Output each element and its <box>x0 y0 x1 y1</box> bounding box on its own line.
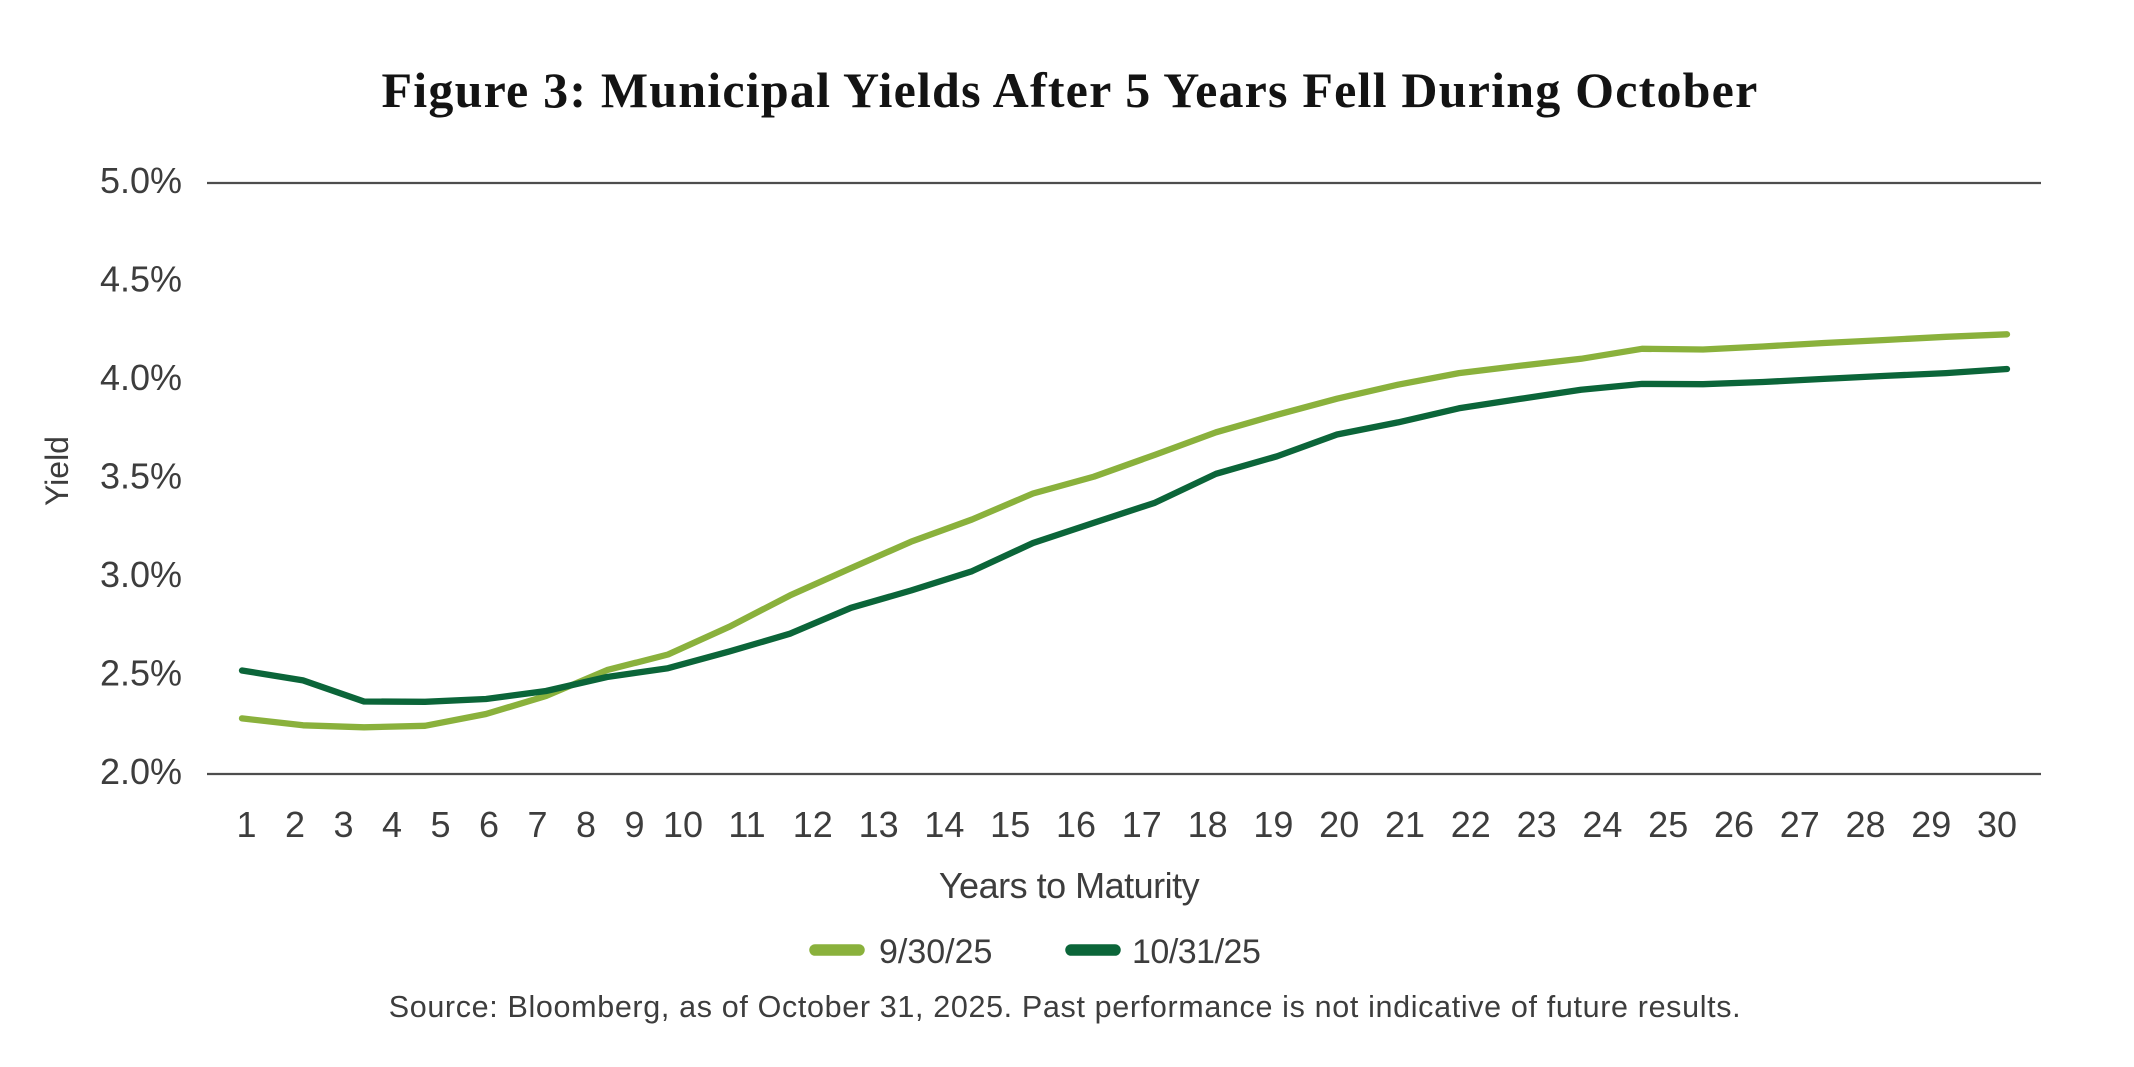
svg-text:17: 17 <box>1122 804 1162 845</box>
svg-text:10/31/25: 10/31/25 <box>1132 933 1260 971</box>
svg-text:20: 20 <box>1319 804 1359 845</box>
svg-text:Source: Bloomberg, as of Octob: Source: Bloomberg, as of October 31, 202… <box>389 990 1742 1024</box>
svg-text:30: 30 <box>1977 804 2017 845</box>
svg-text:10: 10 <box>663 804 703 845</box>
svg-text:3.5%: 3.5% <box>100 456 182 497</box>
svg-text:18: 18 <box>1188 804 1228 845</box>
svg-text:24: 24 <box>1582 804 1622 845</box>
svg-text:7: 7 <box>527 804 547 845</box>
svg-text:11: 11 <box>728 804 765 845</box>
svg-text:23: 23 <box>1517 804 1557 845</box>
svg-text:21: 21 <box>1385 804 1425 845</box>
svg-text:1: 1 <box>236 804 256 845</box>
svg-text:5.0%: 5.0% <box>100 160 182 201</box>
svg-text:3: 3 <box>333 804 353 845</box>
svg-text:22: 22 <box>1451 804 1491 845</box>
svg-text:2.5%: 2.5% <box>100 653 182 694</box>
svg-text:2: 2 <box>285 804 305 845</box>
svg-text:2.0%: 2.0% <box>100 751 182 792</box>
svg-text:26: 26 <box>1714 804 1754 845</box>
svg-text:Yield: Yield <box>39 436 75 506</box>
svg-text:Figure 3: Municipal Yields Aft: Figure 3: Municipal Yields After 5 Years… <box>382 62 1759 118</box>
svg-text:19: 19 <box>1253 804 1293 845</box>
svg-text:29: 29 <box>1911 804 1951 845</box>
svg-text:14: 14 <box>924 804 964 845</box>
svg-text:9/30/25: 9/30/25 <box>879 933 992 971</box>
svg-text:28: 28 <box>1845 804 1885 845</box>
svg-text:3.0%: 3.0% <box>100 554 182 595</box>
svg-text:6: 6 <box>479 804 499 845</box>
svg-text:9: 9 <box>624 804 644 845</box>
svg-text:13: 13 <box>859 804 899 845</box>
svg-text:25: 25 <box>1648 804 1688 845</box>
svg-text:Years to Maturity: Years to Maturity <box>939 865 1200 906</box>
svg-text:12: 12 <box>793 804 833 845</box>
svg-text:8: 8 <box>576 804 596 845</box>
svg-text:15: 15 <box>990 804 1030 845</box>
svg-text:16: 16 <box>1056 804 1096 845</box>
svg-text:4.0%: 4.0% <box>100 357 182 398</box>
svg-text:4: 4 <box>382 804 402 845</box>
svg-text:5: 5 <box>430 804 450 845</box>
svg-text:4.5%: 4.5% <box>100 259 182 300</box>
svg-text:27: 27 <box>1780 804 1820 845</box>
